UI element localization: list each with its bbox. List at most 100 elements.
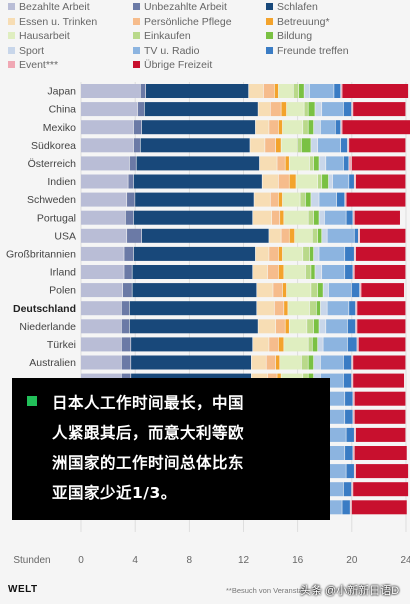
- legend-swatch: [133, 17, 140, 25]
- bar-segment: [278, 174, 289, 189]
- bar-segment: [280, 210, 284, 225]
- bar-segment: [354, 246, 356, 261]
- bar-segment: [308, 120, 314, 135]
- bar-segment: [258, 102, 270, 117]
- legend-label: Schlafen: [277, 1, 318, 13]
- category-label: Mexiko: [43, 122, 76, 134]
- bar-segment: [133, 138, 140, 153]
- legend-swatch: [8, 61, 15, 68]
- bar-segment: [319, 192, 337, 207]
- bar-segment: [81, 120, 134, 135]
- bar-segment: [285, 319, 289, 334]
- bar-segment: [332, 174, 349, 189]
- bar-segment: [315, 265, 322, 279]
- category-label: Schweden: [27, 194, 76, 206]
- legend-item: Einkaufen: [133, 30, 191, 42]
- x-axis-label: Stunden: [13, 555, 50, 566]
- category-label: Großbritannien: [6, 249, 76, 261]
- bar-segment: [317, 138, 341, 153]
- bar-segment: [284, 301, 288, 316]
- bar-segment: [293, 84, 299, 98]
- bar-segment: [289, 174, 296, 189]
- legend-swatch: [133, 3, 140, 10]
- bar-segment: [121, 355, 131, 370]
- bar-segment: [81, 102, 138, 117]
- bar-segment: [144, 102, 258, 117]
- bar-segment: [252, 337, 269, 352]
- caption-line: 洲国家的工作时间总体比东: [52, 454, 245, 472]
- bar-segment: [317, 283, 323, 298]
- bar-segment: [81, 228, 127, 243]
- bar-segment: [296, 174, 318, 189]
- legend-item: Essen u. Trinken: [8, 16, 97, 28]
- bar-segment: [327, 301, 349, 316]
- bar-segment: [355, 427, 406, 442]
- category-label: China: [49, 104, 77, 116]
- bar-segment: [341, 120, 342, 135]
- bar-segment: [265, 138, 276, 153]
- bar-segment: [345, 446, 353, 460]
- bar-segment: [257, 283, 273, 298]
- bar-segment: [354, 174, 356, 189]
- bar-segment: [349, 138, 406, 153]
- bar-segment: [129, 319, 258, 334]
- bar-segment: [353, 409, 354, 424]
- bar-segment: [342, 500, 350, 515]
- bar-segment: [351, 102, 353, 117]
- caption-line: 日本人工作时间最长，中国: [52, 394, 245, 412]
- bar-segment: [274, 301, 284, 316]
- bar-segment: [289, 156, 310, 171]
- bar-segment: [351, 355, 353, 370]
- bar-segment: [135, 192, 254, 207]
- bar-segment: [347, 138, 349, 153]
- bar-segment: [336, 192, 345, 207]
- bar-segment: [276, 138, 281, 153]
- bar-segment: [328, 283, 352, 298]
- bar-segment: [341, 84, 342, 98]
- bar-segment: [278, 84, 294, 98]
- bar-segment: [353, 210, 354, 225]
- bar-segment: [324, 210, 346, 225]
- x-tick-label: 24: [400, 555, 410, 566]
- bar-segment: [133, 246, 256, 261]
- bar-segment: [124, 246, 134, 261]
- bar-segment: [304, 84, 310, 98]
- bar-segment: [349, 301, 356, 316]
- category-label: USA: [54, 230, 76, 242]
- legend-item: Hausarbeit: [8, 30, 70, 42]
- bar-segment: [351, 156, 406, 171]
- bar-segment: [141, 120, 256, 135]
- bar-segment: [81, 174, 128, 189]
- bar-segment: [81, 156, 130, 171]
- bar-segment: [322, 265, 345, 279]
- bar-segment: [273, 283, 283, 298]
- legend-label: Sport: [19, 44, 45, 57]
- bar-segment: [335, 120, 341, 135]
- bar-segment: [286, 283, 311, 298]
- legend-item: Bildung: [266, 30, 312, 42]
- bar-segment: [345, 265, 353, 279]
- legend-swatch: [133, 46, 140, 54]
- legend-swatch: [133, 61, 140, 68]
- legend-label: TV u. Radio: [144, 44, 200, 57]
- bar-segment: [281, 102, 287, 117]
- bar-segment: [351, 373, 353, 388]
- bar-segment: [294, 228, 312, 243]
- bar-segment: [354, 228, 358, 243]
- bar-segment: [255, 246, 269, 261]
- bar-segment: [127, 228, 142, 243]
- legend-label: Hausarbeit: [19, 30, 70, 42]
- bar-segment: [345, 192, 346, 207]
- bar-segment: [125, 210, 134, 225]
- bar-segment: [308, 210, 314, 225]
- bar-segment: [317, 174, 322, 189]
- legend-item: Event***: [8, 59, 58, 71]
- bar-segment: [320, 355, 344, 370]
- bar-segment: [327, 228, 354, 243]
- bar-segment: [132, 265, 253, 279]
- bar-segment: [353, 373, 405, 388]
- bar-segment: [303, 120, 308, 135]
- bar-segment: [81, 84, 140, 98]
- bar-segment: [311, 138, 318, 153]
- legend-swatch: [266, 46, 273, 54]
